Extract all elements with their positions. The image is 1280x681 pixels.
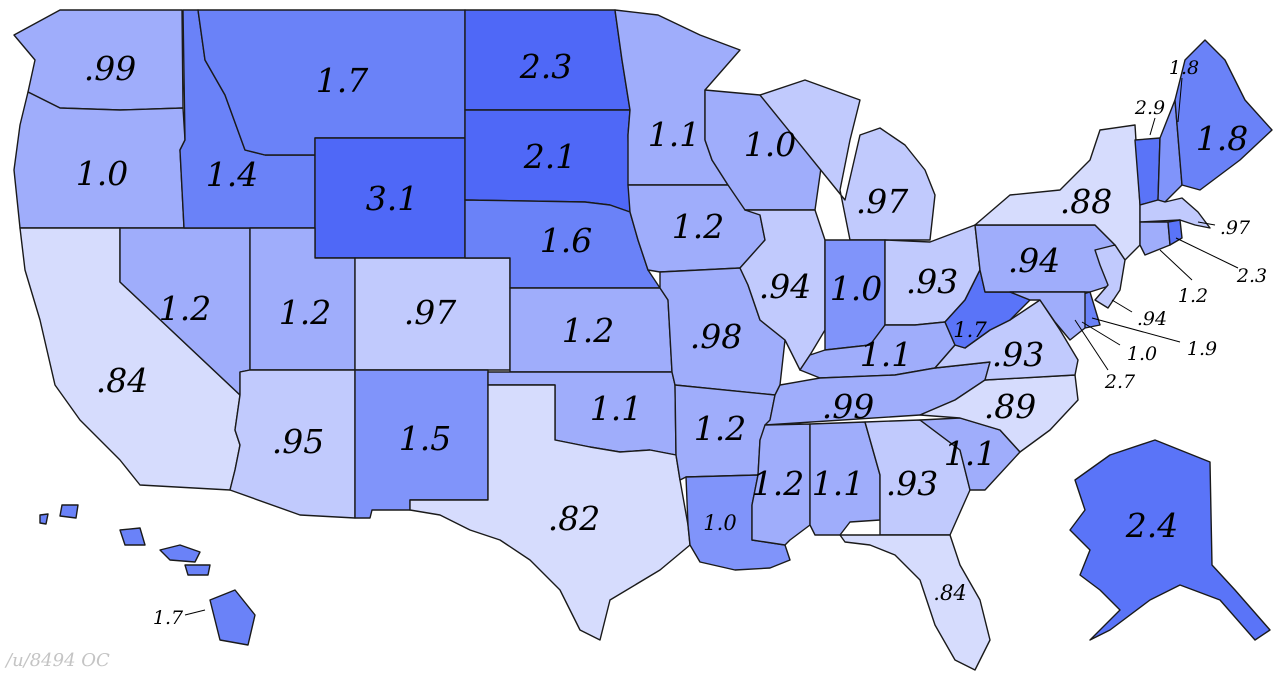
label-mi: .97 — [856, 182, 908, 221]
state-ri — [1167, 219, 1183, 246]
label-sc: 1.1 — [944, 434, 996, 473]
state-tx — [409, 384, 691, 641]
label-ok: 1.1 — [590, 389, 642, 428]
label-la: 1.0 — [703, 511, 736, 535]
label-de: 1.9 — [1187, 338, 1217, 360]
label-hi: 1.7 — [153, 607, 184, 629]
label-mn: 1.1 — [648, 115, 700, 154]
state-vt — [1134, 137, 1161, 206]
label-or: 1.0 — [76, 154, 128, 193]
label-wv: 1.7 — [953, 318, 987, 342]
state-shapes — [13, 9, 1273, 671]
label-me: 1.8 — [1196, 119, 1248, 158]
label-co: .97 — [404, 293, 456, 332]
label-tn: .99 — [822, 387, 874, 426]
label-sd: 2.1 — [523, 137, 576, 176]
label-az: .95 — [272, 422, 324, 461]
label-tx: .82 — [548, 499, 600, 538]
label-al: 1.1 — [812, 464, 864, 503]
label-ar: 1.2 — [694, 409, 746, 448]
state-ak — [1069, 439, 1271, 641]
label-pa: .94 — [1008, 241, 1060, 280]
label-in: 1.0 — [830, 269, 882, 308]
label-ma: .97 — [1220, 217, 1251, 239]
label-vt: 2.9 — [1134, 97, 1165, 119]
label-mo: .98 — [690, 317, 742, 356]
label-nv: 1.2 — [159, 289, 211, 328]
state-hi — [209, 589, 256, 646]
label-ia: 1.2 — [672, 207, 724, 246]
label-oh: .93 — [906, 262, 958, 301]
state-nh — [1157, 99, 1183, 203]
state-mi — [759, 79, 936, 241]
label-ky: 1.1 — [860, 335, 912, 374]
label-nj: .94 — [1137, 308, 1167, 330]
label-fl: .84 — [933, 581, 966, 605]
label-ne: 1.6 — [540, 221, 592, 260]
label-mt: 1.7 — [316, 61, 368, 100]
state-me — [1174, 39, 1273, 191]
state-nj — [1094, 244, 1126, 309]
state-ma — [1139, 197, 1211, 229]
state-fl — [839, 534, 991, 671]
label-ri: 2.3 — [1236, 265, 1267, 287]
label-ny: .88 — [1060, 182, 1112, 221]
label-ca: .84 — [96, 361, 148, 400]
label-ak: 2.4 — [1125, 506, 1178, 545]
state-ct — [1139, 221, 1171, 256]
hawaii-island-4 — [119, 527, 146, 546]
state-nc — [919, 374, 1079, 453]
label-ga: .93 — [886, 464, 938, 503]
label-nm: 1.5 — [399, 419, 451, 458]
label-nh: 1.8 — [1169, 57, 1199, 79]
label-ks: 1.2 — [562, 311, 614, 350]
state-md — [1009, 291, 1086, 341]
label-wy: 3.1 — [366, 179, 418, 218]
hawaii-island-2 — [159, 544, 201, 563]
state-az — [229, 369, 356, 519]
label-ct: 1.2 — [1178, 285, 1208, 307]
label-ms: 1.2 — [752, 464, 804, 503]
label-nd: 2.3 — [519, 47, 572, 86]
hawaii-island-6 — [39, 513, 49, 525]
label-md: 1.0 — [1127, 343, 1157, 365]
hawaii-island-3 — [184, 564, 211, 576]
label-wa: .99 — [84, 49, 136, 88]
label-ut: 1.2 — [279, 293, 331, 332]
label-id: 1.4 — [206, 155, 258, 194]
value-labels: .99 1.0 .84 1.2 1.4 1.7 3.1 1.2 .95 .97 … — [76, 47, 1267, 629]
label-il: .94 — [759, 267, 811, 306]
label-wi: 1.0 — [744, 125, 796, 164]
label-nc: .89 — [984, 387, 1036, 426]
hawaii-island-5 — [59, 504, 79, 519]
label-dc: 2.7 — [1104, 371, 1136, 393]
label-va: .93 — [992, 335, 1044, 374]
credit-text: /u/8494 OC — [6, 650, 110, 671]
leader-lines — [184, 77, 1239, 616]
